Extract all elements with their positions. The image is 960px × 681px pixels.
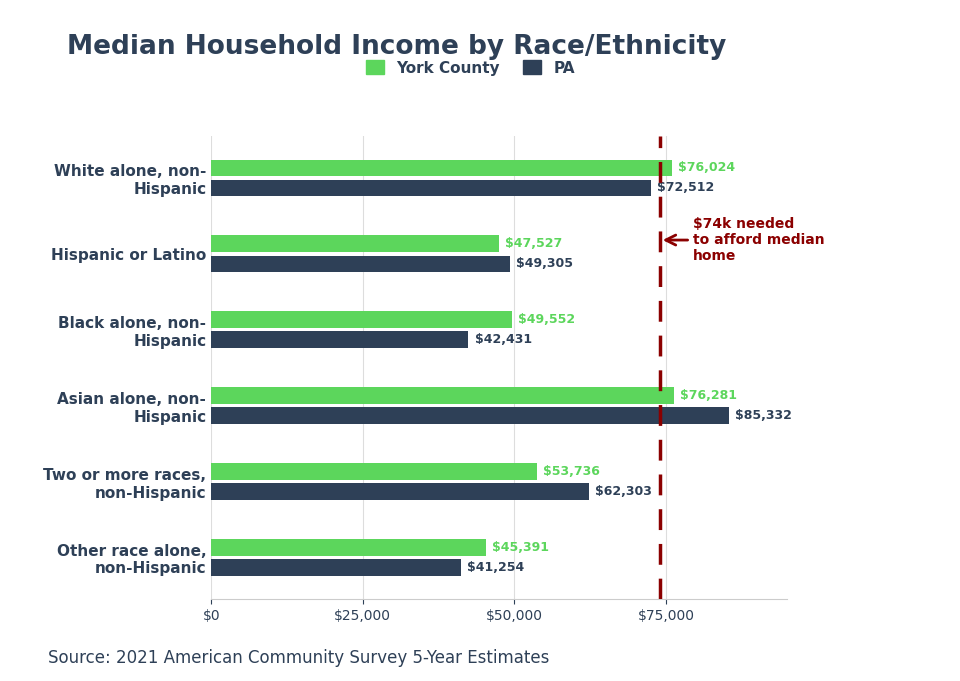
Text: $47,527: $47,527	[505, 238, 563, 251]
Bar	[211, 159, 672, 176]
Text: $74k needed
to afford median
home: $74k needed to afford median home	[665, 217, 825, 264]
Bar	[211, 180, 651, 196]
Bar	[211, 387, 674, 404]
Legend: York County, PA: York County, PA	[366, 61, 575, 76]
Text: $41,254: $41,254	[468, 561, 525, 574]
Text: $49,552: $49,552	[517, 313, 575, 326]
Text: $76,281: $76,281	[680, 389, 736, 402]
Text: $49,305: $49,305	[516, 257, 573, 270]
Bar	[211, 236, 499, 252]
Text: $53,736: $53,736	[543, 465, 600, 478]
Bar	[211, 255, 510, 272]
Text: Source: 2021 American Community Survey 5-Year Estimates: Source: 2021 American Community Survey 5…	[48, 650, 549, 667]
Text: $62,303: $62,303	[595, 485, 652, 498]
Bar	[211, 484, 588, 500]
Bar	[211, 463, 537, 480]
Text: $45,391: $45,391	[492, 541, 549, 554]
Text: $85,332: $85,332	[734, 409, 791, 422]
Bar	[211, 407, 729, 424]
Bar	[211, 311, 512, 328]
Bar	[211, 559, 462, 576]
Bar	[211, 539, 487, 556]
Bar	[211, 332, 468, 348]
Text: $42,431: $42,431	[474, 333, 532, 347]
Text: Median Household Income by Race/Ethnicity: Median Household Income by Race/Ethnicit…	[67, 34, 727, 60]
Text: $76,024: $76,024	[678, 161, 735, 174]
Text: $72,512: $72,512	[657, 181, 714, 195]
